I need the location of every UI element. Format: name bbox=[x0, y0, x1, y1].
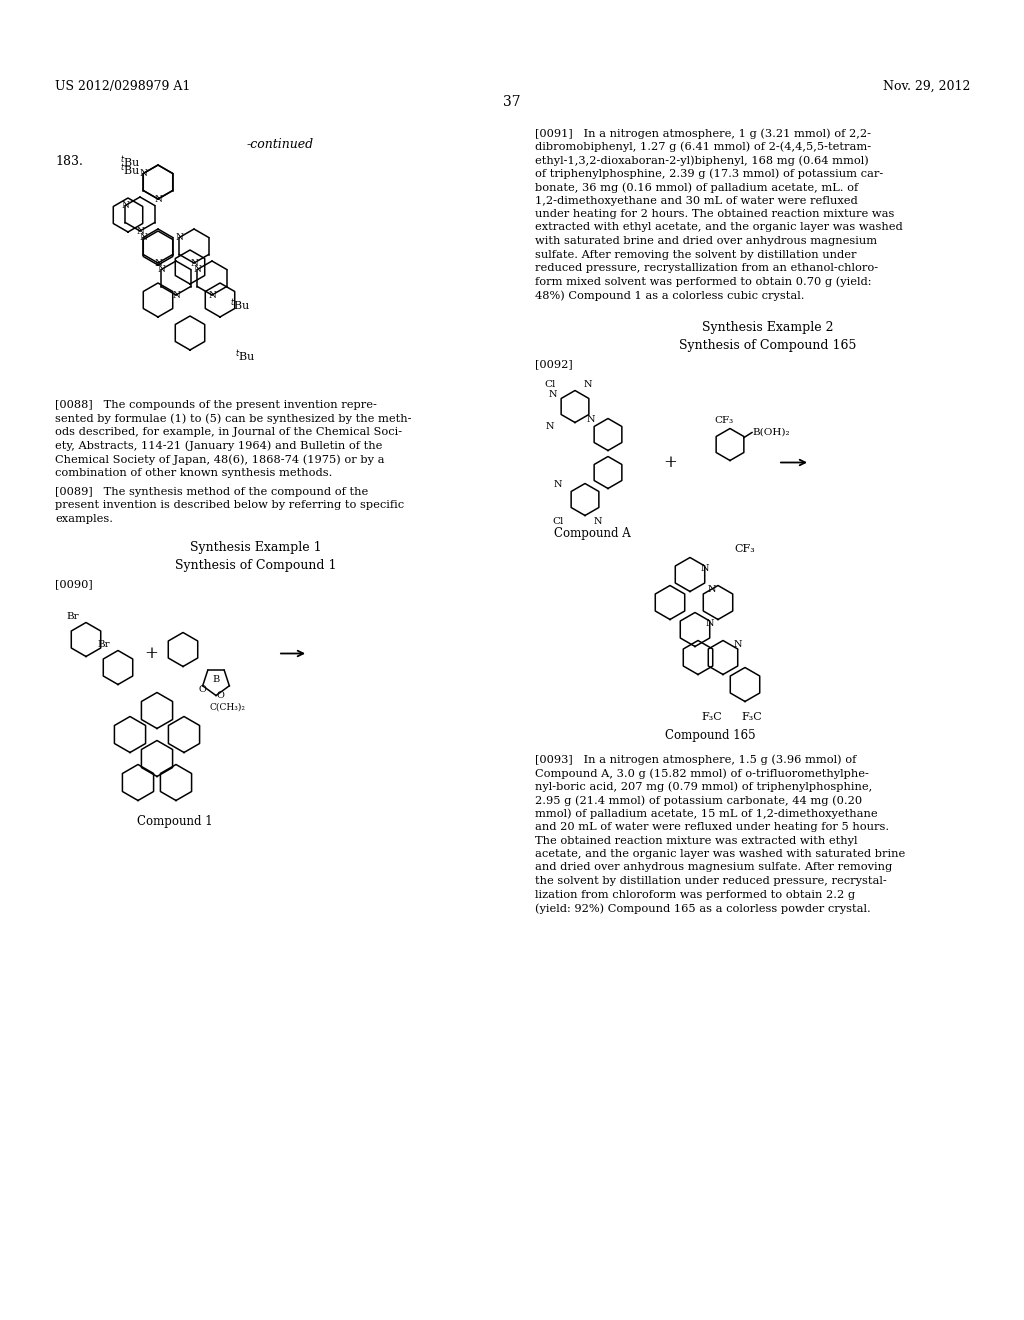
Text: N: N bbox=[708, 585, 716, 594]
Text: [0091]   In a nitrogen atmosphere, 1 g (3.21 mmol) of 2,2-: [0091] In a nitrogen atmosphere, 1 g (3.… bbox=[535, 128, 871, 139]
Text: $^t$Bu: $^t$Bu bbox=[120, 162, 140, 178]
Text: dibromobiphenyl, 1.27 g (6.41 mmol) of 2-(4,4,5,5-tetram-: dibromobiphenyl, 1.27 g (6.41 mmol) of 2… bbox=[535, 141, 871, 152]
Text: under heating for 2 hours. The obtained reaction mixture was: under heating for 2 hours. The obtained … bbox=[535, 209, 894, 219]
Text: N: N bbox=[190, 259, 198, 268]
Text: present invention is described below by referring to specific: present invention is described below by … bbox=[55, 500, 404, 511]
Text: N: N bbox=[172, 290, 180, 300]
Text: Cl: Cl bbox=[545, 380, 556, 389]
Text: combination of other known synthesis methods.: combination of other known synthesis met… bbox=[55, 467, 333, 478]
Text: the solvent by distillation under reduced pressure, recrystal-: the solvent by distillation under reduce… bbox=[535, 876, 887, 886]
Text: Chemical Society of Japan, 48(6), 1868-74 (1975) or by a: Chemical Society of Japan, 48(6), 1868-7… bbox=[55, 454, 384, 465]
Text: 2.95 g (21.4 mmol) of potassium carbonate, 44 mg (0.20: 2.95 g (21.4 mmol) of potassium carbonat… bbox=[535, 795, 862, 805]
Text: The obtained reaction mixture was extracted with ethyl: The obtained reaction mixture was extrac… bbox=[535, 836, 857, 846]
Text: Br: Br bbox=[67, 612, 79, 620]
Text: [0092]: [0092] bbox=[535, 359, 572, 370]
Text: and 20 mL of water were refluxed under heating for 5 hours.: and 20 mL of water were refluxed under h… bbox=[535, 822, 889, 832]
Text: with saturated brine and dried over anhydrous magnesium: with saturated brine and dried over anhy… bbox=[535, 236, 878, 246]
Text: Synthesis Example 2: Synthesis Example 2 bbox=[702, 322, 834, 334]
Text: 37: 37 bbox=[503, 95, 521, 110]
Text: Nov. 29, 2012: Nov. 29, 2012 bbox=[883, 81, 970, 92]
Text: [0088]   The compounds of the present invention repre-: [0088] The compounds of the present inve… bbox=[55, 400, 377, 411]
Text: 1,2-dimethoxyethane and 30 mL of water were refluxed: 1,2-dimethoxyethane and 30 mL of water w… bbox=[535, 195, 858, 206]
Text: (yield: 92%) Compound 165 as a colorless powder crystal.: (yield: 92%) Compound 165 as a colorless… bbox=[535, 903, 870, 913]
Text: 183.: 183. bbox=[55, 154, 83, 168]
Text: of triphenylphosphine, 2.39 g (17.3 mmol) of potassium car-: of triphenylphosphine, 2.39 g (17.3 mmol… bbox=[535, 169, 884, 180]
Text: +: + bbox=[144, 645, 158, 663]
Text: 48%) Compound 1 as a colorless cubic crystal.: 48%) Compound 1 as a colorless cubic cry… bbox=[535, 290, 805, 301]
Text: acetate, and the organic layer was washed with saturated brine: acetate, and the organic layer was washe… bbox=[535, 849, 905, 859]
Text: N: N bbox=[546, 422, 554, 432]
Text: nyl-boric acid, 207 mg (0.79 mmol) of triphenylphosphine,: nyl-boric acid, 207 mg (0.79 mmol) of tr… bbox=[535, 781, 872, 792]
Text: B: B bbox=[212, 675, 219, 684]
Text: N: N bbox=[175, 234, 183, 242]
Text: Synthesis of Compound 165: Synthesis of Compound 165 bbox=[679, 339, 857, 352]
Text: Compound A: Compound A bbox=[554, 527, 631, 540]
Text: C(CH₃)₂: C(CH₃)₂ bbox=[210, 704, 246, 711]
Text: Synthesis of Compound 1: Synthesis of Compound 1 bbox=[175, 560, 337, 573]
Text: [0093]   In a nitrogen atmosphere, 1.5 g (3.96 mmol) of: [0093] In a nitrogen atmosphere, 1.5 g (… bbox=[535, 755, 856, 766]
Text: extracted with ethyl acetate, and the organic layer was washed: extracted with ethyl acetate, and the or… bbox=[535, 223, 903, 232]
Text: [0090]: [0090] bbox=[55, 579, 93, 590]
Text: N: N bbox=[587, 414, 595, 424]
Text: O: O bbox=[216, 690, 224, 700]
Text: N: N bbox=[584, 380, 592, 389]
Text: and dried over anhydrous magnesium sulfate. After removing: and dried over anhydrous magnesium sulfa… bbox=[535, 862, 892, 873]
Text: Br: Br bbox=[97, 640, 111, 649]
Text: US 2012/0298979 A1: US 2012/0298979 A1 bbox=[55, 81, 190, 92]
Text: N: N bbox=[700, 564, 710, 573]
Text: N: N bbox=[194, 265, 201, 275]
Text: sulfate. After removing the solvent by distillation under: sulfate. After removing the solvent by d… bbox=[535, 249, 856, 260]
Text: N: N bbox=[594, 517, 602, 525]
Text: mmol) of palladium acetate, 15 mL of 1,2-dimethoxyethane: mmol) of palladium acetate, 15 mL of 1,2… bbox=[535, 808, 878, 820]
Text: Compound A, 3.0 g (15.82 mmol) of o-trifluoromethylphe-: Compound A, 3.0 g (15.82 mmol) of o-trif… bbox=[535, 768, 869, 779]
Text: -continued: -continued bbox=[247, 139, 313, 150]
Text: ethyl-1,3,2-dioxaboran-2-yl)biphenyl, 168 mg (0.64 mmol): ethyl-1,3,2-dioxaboran-2-yl)biphenyl, 16… bbox=[535, 154, 868, 165]
Text: N: N bbox=[158, 265, 165, 275]
Text: N: N bbox=[208, 290, 216, 300]
Text: ods described, for example, in Journal of the Chemical Soci-: ods described, for example, in Journal o… bbox=[55, 426, 402, 437]
Text: $^t$Bu: $^t$Bu bbox=[229, 297, 250, 313]
Text: Compound 165: Compound 165 bbox=[665, 730, 756, 742]
Text: N: N bbox=[139, 169, 147, 178]
Text: examples.: examples. bbox=[55, 513, 113, 524]
Text: sented by formulae (1) to (5) can be synthesized by the meth-: sented by formulae (1) to (5) can be syn… bbox=[55, 413, 412, 424]
Text: N: N bbox=[549, 389, 557, 399]
Text: CF₃: CF₃ bbox=[734, 544, 756, 554]
Text: N: N bbox=[121, 201, 129, 210]
Text: bonate, 36 mg (0.16 mmol) of palladium acetate, mL. of: bonate, 36 mg (0.16 mmol) of palladium a… bbox=[535, 182, 858, 193]
Text: +: + bbox=[664, 454, 677, 471]
Text: Cl: Cl bbox=[552, 517, 563, 525]
Text: $^t$Bu: $^t$Bu bbox=[120, 154, 140, 170]
Text: N: N bbox=[154, 194, 162, 203]
Text: Compound 1: Compound 1 bbox=[137, 814, 213, 828]
Text: N: N bbox=[554, 480, 562, 488]
Text: Synthesis Example 1: Synthesis Example 1 bbox=[190, 541, 322, 554]
Text: form mixed solvent was performed to obtain 0.70 g (yield:: form mixed solvent was performed to obta… bbox=[535, 276, 871, 286]
Text: F₃C: F₃C bbox=[741, 711, 763, 722]
Text: CF₃: CF₃ bbox=[715, 416, 733, 425]
Text: F₃C: F₃C bbox=[701, 711, 722, 722]
Text: B(OH)₂: B(OH)₂ bbox=[752, 428, 790, 437]
Text: N: N bbox=[706, 619, 715, 628]
Text: $^t$Bu: $^t$Bu bbox=[234, 348, 255, 363]
Text: N: N bbox=[734, 640, 742, 649]
Text: lization from chloroform was performed to obtain 2.2 g: lization from chloroform was performed t… bbox=[535, 890, 855, 899]
Text: N: N bbox=[139, 234, 147, 242]
Text: [0089]   The synthesis method of the compound of the: [0089] The synthesis method of the compo… bbox=[55, 487, 369, 498]
Text: ety, Abstracts, 114-21 (January 1964) and Bulletin of the: ety, Abstracts, 114-21 (January 1964) an… bbox=[55, 441, 382, 451]
Text: N: N bbox=[154, 259, 162, 268]
Text: reduced pressure, recrystallization from an ethanol-chloro-: reduced pressure, recrystallization from… bbox=[535, 263, 879, 273]
Text: O: O bbox=[198, 685, 206, 694]
Text: N: N bbox=[136, 227, 144, 235]
